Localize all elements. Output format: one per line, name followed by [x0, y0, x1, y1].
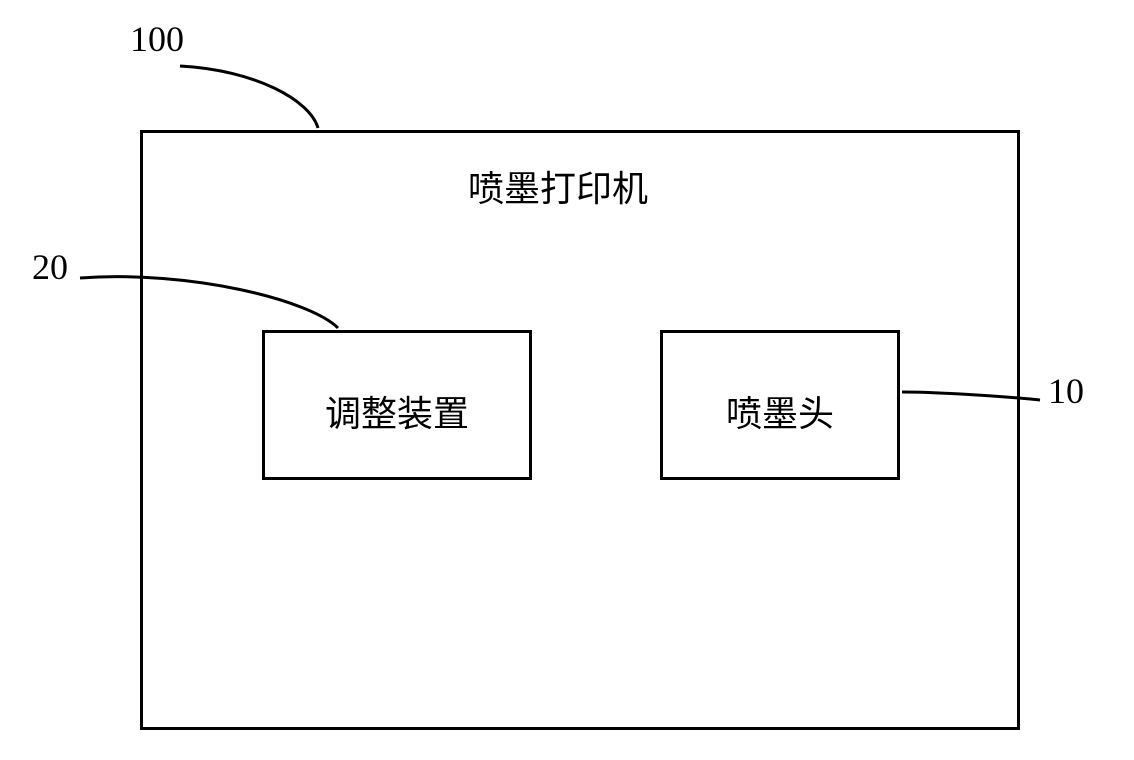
outer-block-title: 喷墨打印机	[468, 160, 648, 212]
head-block-refnum: 10	[1048, 370, 1084, 412]
outer-block-refnum: 100	[130, 18, 184, 60]
diagram-canvas: 喷墨打印机 100 调整装置 20 喷墨头 10	[0, 0, 1134, 760]
adjust-block-label: 调整装置	[325, 385, 469, 437]
adjust-block-refnum: 20	[32, 246, 68, 288]
leader-line-outer	[180, 66, 318, 128]
head-block-label: 喷墨头	[726, 385, 834, 437]
